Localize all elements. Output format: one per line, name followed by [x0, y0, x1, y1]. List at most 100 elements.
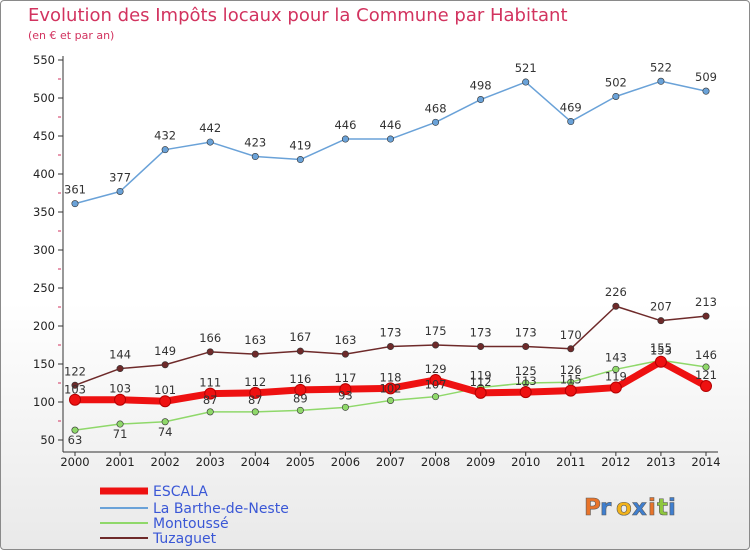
data-point: [386, 396, 394, 404]
logo-letter: x: [632, 495, 647, 521]
data-point: [204, 387, 217, 400]
data-point: [114, 393, 127, 406]
data-point: [609, 381, 622, 394]
data-point: [477, 96, 485, 104]
data-point: [522, 78, 530, 86]
data-point: [296, 156, 304, 164]
x-tick-label: 2003: [196, 455, 225, 469]
data-point: [432, 118, 440, 126]
data-point: [69, 393, 81, 406]
data-point: [702, 87, 710, 95]
data-label: 112: [470, 375, 492, 389]
data-point: [654, 355, 667, 368]
data-point: [477, 343, 485, 351]
data-point: [702, 363, 710, 371]
x-tick-label: 2004: [241, 455, 270, 469]
logo-letter: i: [668, 495, 676, 521]
data-point: [612, 302, 620, 310]
data-point: [159, 395, 172, 408]
data-label: 112: [244, 375, 266, 389]
data-label: 113: [515, 374, 537, 388]
data-label: 102: [380, 381, 402, 395]
data-label: 163: [244, 333, 266, 347]
data-label: 226: [605, 285, 627, 299]
logo-letter: t: [657, 495, 668, 521]
data-label: 521: [515, 61, 537, 75]
data-label: 144: [109, 348, 131, 362]
data-label: 166: [199, 331, 221, 345]
data-label: 173: [380, 326, 402, 340]
data-label: 143: [605, 350, 627, 364]
data-label: 167: [289, 330, 311, 344]
data-point: [116, 187, 124, 195]
data-point: [432, 393, 440, 401]
data-label: 149: [154, 344, 176, 358]
data-point: [657, 317, 665, 325]
legend-label: Tuzaguet: [152, 531, 217, 547]
data-label: 93: [338, 388, 353, 402]
data-label: 87: [203, 393, 218, 407]
data-label: 107: [425, 378, 447, 392]
data-point: [612, 365, 620, 373]
data-point: [71, 200, 79, 208]
data-point: [249, 386, 262, 399]
x-tick-label: 2013: [646, 455, 675, 469]
data-label: 173: [470, 326, 492, 340]
data-label: 111: [199, 376, 221, 390]
data-point: [564, 384, 577, 397]
data-label: 103: [109, 382, 131, 396]
data-point: [702, 312, 710, 320]
x-tick-label: 2008: [421, 455, 450, 469]
data-point: [341, 350, 349, 358]
data-point: [251, 350, 259, 358]
legend-label: La Barthe-de-Neste: [153, 501, 289, 517]
series-escala: [69, 355, 712, 408]
data-point: [429, 373, 442, 386]
logo-letter: o: [616, 495, 632, 521]
x-tick-label: 2011: [556, 455, 585, 469]
logo-letter: P: [584, 495, 601, 521]
y-tick-label: 250: [33, 281, 55, 295]
data-label: 173: [515, 326, 537, 340]
data-point: [296, 406, 304, 414]
data-label: 115: [560, 373, 582, 387]
data-label: 129: [425, 362, 447, 376]
data-label: 153: [650, 344, 672, 358]
data-label: 125: [515, 364, 537, 378]
y-tick-label: 550: [33, 53, 55, 67]
x-tick-label: 2006: [331, 455, 360, 469]
data-label: 419: [289, 139, 311, 153]
data-label: 509: [695, 70, 717, 84]
data-label: 377: [109, 170, 131, 184]
data-point: [296, 347, 304, 355]
data-point: [206, 408, 214, 416]
legend-label: ESCALA: [153, 484, 208, 500]
data-label: 522: [650, 60, 672, 74]
logo-letter: i: [648, 495, 656, 521]
x-tick-label: 2002: [151, 455, 180, 469]
data-point: [567, 345, 575, 353]
data-point: [612, 92, 620, 100]
data-label: 432: [154, 129, 176, 143]
data-point: [206, 348, 214, 356]
data-point: [567, 118, 575, 126]
data-point: [251, 408, 259, 416]
data-label: 119: [605, 370, 627, 384]
data-label: 468: [425, 101, 447, 115]
y-tick-label: 100: [33, 395, 55, 409]
data-label: 446: [334, 118, 356, 132]
data-point: [386, 135, 394, 143]
x-tick-label: 2005: [286, 455, 315, 469]
data-label: 74: [158, 425, 173, 439]
data-label: 117: [334, 371, 356, 385]
y-tick-label: 500: [33, 91, 55, 105]
x-tick-label: 2014: [691, 455, 720, 469]
data-point: [339, 383, 352, 396]
data-point: [161, 146, 169, 154]
data-label: 121: [695, 368, 717, 382]
chart-title: Evolution des Impôts locaux pour la Comm…: [28, 5, 568, 26]
data-point: [341, 403, 349, 411]
data-label: 446: [380, 118, 402, 132]
data-point: [161, 361, 169, 369]
